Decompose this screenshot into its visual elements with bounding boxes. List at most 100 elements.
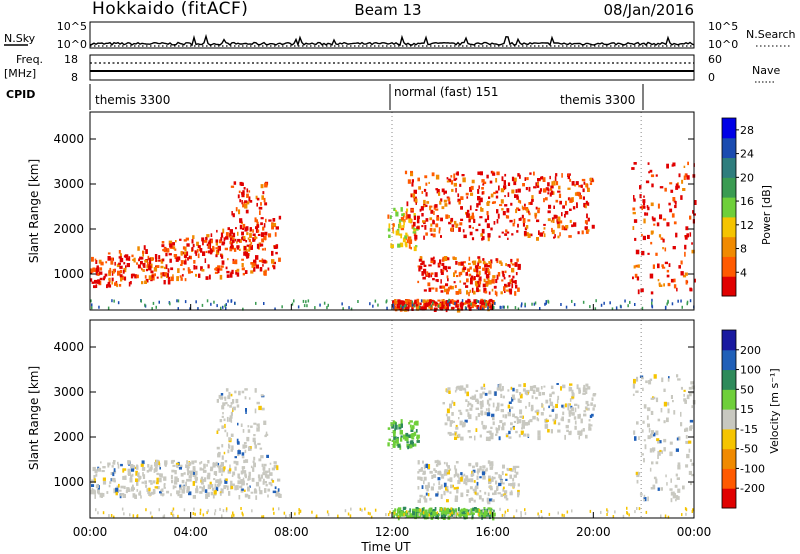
echo-cell bbox=[93, 475, 96, 479]
echo-cell bbox=[392, 227, 394, 232]
echo-cell bbox=[481, 413, 484, 416]
echo-cell bbox=[262, 515, 265, 519]
echo-cell bbox=[469, 280, 473, 285]
cpid-segment-2: normal (fast) 151 bbox=[394, 85, 498, 99]
echo-cell bbox=[576, 202, 578, 205]
echo-cell bbox=[471, 287, 474, 293]
echo-cell bbox=[460, 492, 464, 498]
echo-cell bbox=[154, 273, 156, 277]
echo-cell bbox=[477, 512, 480, 516]
echo-cell bbox=[626, 506, 628, 510]
echo-cell bbox=[361, 508, 363, 512]
echo-cell bbox=[385, 513, 387, 517]
echo-cell bbox=[475, 228, 479, 232]
echo-cell bbox=[484, 218, 487, 223]
echo-cell bbox=[465, 384, 469, 388]
echo-cell bbox=[498, 436, 501, 441]
echo-cell bbox=[229, 405, 232, 408]
echo-cell bbox=[377, 303, 379, 307]
echo-cell bbox=[240, 507, 242, 510]
echo-cell bbox=[99, 277, 103, 281]
colorbar-segment bbox=[722, 468, 736, 489]
echo-cell bbox=[218, 468, 222, 473]
echo-cell bbox=[417, 177, 420, 182]
echo-cell bbox=[667, 299, 669, 303]
echo-cell bbox=[494, 301, 496, 305]
echo-cell bbox=[498, 185, 500, 191]
echo-cell bbox=[486, 174, 489, 179]
echo-cell bbox=[107, 462, 111, 466]
echo-cell bbox=[275, 493, 278, 497]
echo-cell bbox=[458, 417, 460, 420]
echo-cell bbox=[529, 233, 533, 237]
echo-cell bbox=[237, 473, 240, 479]
echo-cell bbox=[191, 247, 194, 251]
echo-cell bbox=[520, 430, 524, 435]
echo-cell bbox=[689, 419, 694, 423]
echo-cell bbox=[423, 199, 426, 205]
echo-cell bbox=[489, 430, 492, 435]
echo-cell bbox=[263, 302, 265, 305]
echo-cell bbox=[553, 419, 557, 425]
echo-cell bbox=[261, 258, 264, 264]
echo-cell bbox=[543, 198, 545, 203]
echo-cell bbox=[633, 198, 636, 202]
echo-cell bbox=[479, 277, 482, 281]
echo-cell bbox=[457, 511, 460, 514]
echo-cell bbox=[247, 429, 251, 433]
echo-cell bbox=[409, 514, 413, 518]
echo-cell bbox=[255, 301, 257, 305]
echo-cell bbox=[669, 208, 673, 213]
echo-cell bbox=[406, 441, 409, 444]
echo-cell bbox=[551, 181, 553, 186]
echo-cell bbox=[663, 283, 665, 287]
echo-cell bbox=[674, 205, 677, 209]
echo-cell bbox=[517, 188, 521, 193]
echo-cell bbox=[488, 390, 492, 393]
echo-cell bbox=[196, 476, 198, 481]
echo-cell bbox=[305, 300, 307, 304]
echo-cell bbox=[113, 468, 116, 472]
echo-cell bbox=[234, 466, 237, 471]
echo-cell bbox=[463, 480, 466, 485]
echo-cell bbox=[507, 182, 511, 186]
echo-cell bbox=[224, 460, 228, 463]
echo-cell bbox=[533, 302, 536, 306]
echo-cell bbox=[221, 455, 224, 460]
echo-cell bbox=[671, 213, 675, 218]
echo-cell bbox=[262, 466, 266, 469]
echo-cell bbox=[142, 474, 146, 479]
echo-cell bbox=[207, 484, 211, 490]
echo-cell bbox=[632, 393, 635, 396]
echo-cell bbox=[462, 508, 466, 512]
echo-cell bbox=[413, 304, 416, 308]
echo-cell bbox=[253, 422, 257, 425]
echo-cell bbox=[246, 244, 250, 247]
echo-cell bbox=[485, 273, 490, 279]
echo-cell bbox=[590, 402, 593, 406]
echo-cell bbox=[114, 261, 116, 266]
echo-cell bbox=[241, 263, 244, 267]
echo-cell bbox=[655, 430, 659, 436]
echo-cell bbox=[504, 173, 507, 177]
echo-cell bbox=[553, 180, 556, 186]
echo-cell bbox=[560, 386, 562, 391]
echo-cell bbox=[248, 238, 251, 243]
echo-cell bbox=[422, 276, 426, 280]
echo-cell bbox=[564, 214, 566, 218]
echo-cell bbox=[555, 413, 558, 419]
echo-cell bbox=[487, 407, 490, 411]
echo-cell bbox=[441, 305, 445, 309]
echo-cell bbox=[513, 218, 516, 224]
echo-cell bbox=[487, 460, 491, 464]
echo-cell bbox=[91, 303, 93, 307]
echo-cell bbox=[189, 255, 192, 260]
echo-cell bbox=[420, 262, 424, 265]
echo-cell bbox=[407, 214, 411, 219]
echo-cell bbox=[562, 205, 565, 209]
y-tick-label: 3000 bbox=[53, 177, 84, 191]
echo-cell bbox=[466, 271, 468, 275]
echo-cell bbox=[165, 264, 168, 270]
echo-cell bbox=[480, 410, 484, 415]
echo-cell bbox=[693, 213, 696, 216]
